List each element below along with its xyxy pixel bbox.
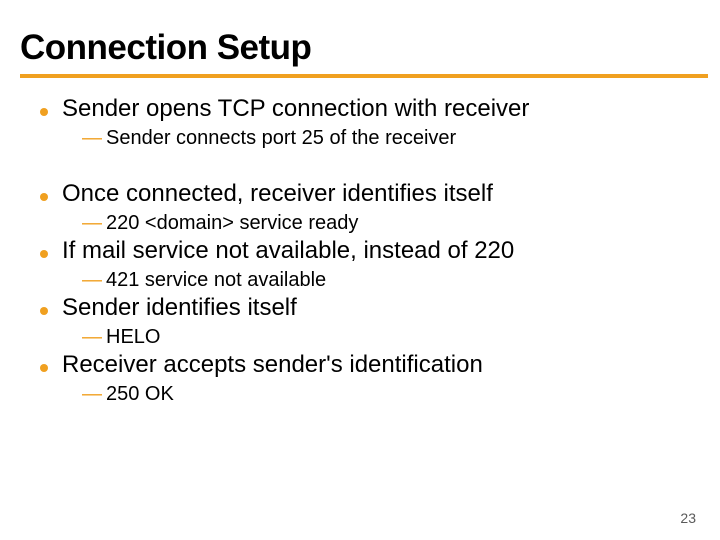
page-number: 23 — [680, 510, 696, 526]
bullet-icon — [40, 364, 48, 372]
bullet-text: Receiver accepts sender's identification — [62, 350, 483, 380]
bullet-icon — [40, 108, 48, 116]
sub-bullet-item: —220 <domain> service ready — [20, 211, 700, 236]
sub-bullet-text: HELO — [106, 325, 160, 350]
dash-icon: — — [82, 212, 102, 235]
bullet-item: If mail service not available, instead o… — [20, 236, 700, 266]
sub-bullet-text: 421 service not available — [106, 268, 326, 293]
sub-bullet-text: Sender connects port 25 of the receiver — [106, 126, 456, 151]
bullet-text: Sender identifies itself — [62, 293, 297, 323]
sub-bullet-item: —250 OK — [20, 382, 700, 407]
slide: Connection Setup Sender opens TCP connec… — [0, 0, 720, 540]
slide-body: Sender opens TCP connection with receive… — [20, 84, 700, 407]
bullet-icon — [40, 250, 48, 258]
sub-bullet-text: 220 <domain> service ready — [106, 211, 358, 236]
bullet-icon — [40, 307, 48, 315]
bullet-text: Sender opens TCP connection with receive… — [62, 94, 529, 124]
dash-icon: — — [82, 383, 102, 406]
title-underline — [20, 74, 708, 78]
dash-icon: — — [82, 326, 102, 349]
title-block: Connection Setup — [20, 28, 700, 78]
sub-bullet-text: 250 OK — [106, 382, 174, 407]
bullet-text: If mail service not available, instead o… — [62, 236, 514, 266]
sub-bullet-item: —Sender connects port 25 of the receiver — [20, 126, 700, 151]
sub-bullet-item: —HELO — [20, 325, 700, 350]
bullet-icon — [40, 193, 48, 201]
bullet-text: Once connected, receiver identifies itse… — [62, 179, 493, 209]
slide-title: Connection Setup — [20, 28, 700, 72]
bullet-item: Once connected, receiver identifies itse… — [20, 179, 700, 209]
spacer — [20, 151, 700, 179]
dash-icon: — — [82, 127, 102, 150]
sub-bullet-item: —421 service not available — [20, 268, 700, 293]
bullet-item: Sender identifies itself — [20, 293, 700, 323]
bullet-item: Sender opens TCP connection with receive… — [20, 94, 700, 124]
bullet-item: Receiver accepts sender's identification — [20, 350, 700, 380]
dash-icon: — — [82, 269, 102, 292]
